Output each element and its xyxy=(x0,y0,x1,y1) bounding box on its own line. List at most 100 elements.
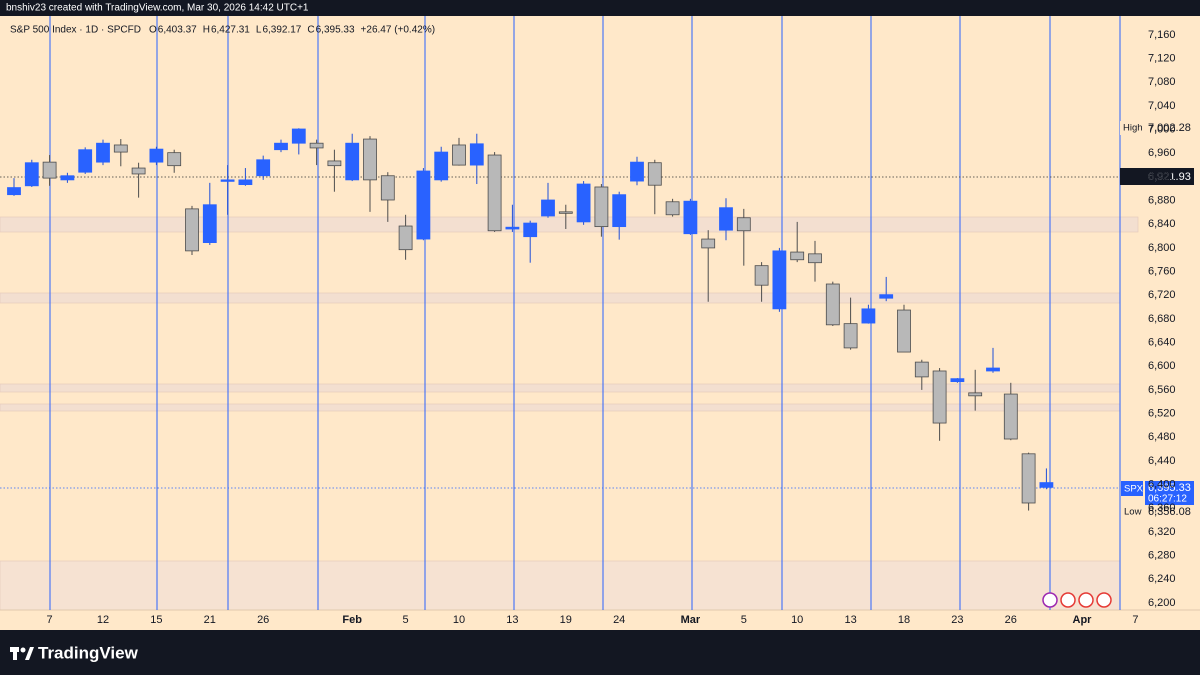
candle-body xyxy=(60,175,75,181)
candle-body xyxy=(505,226,520,230)
candle-body xyxy=(683,200,698,235)
y-tick-label: 6,440 xyxy=(1148,455,1176,467)
legend-change: +26.47 (+0.42%) xyxy=(361,25,436,36)
candle-body xyxy=(932,370,947,424)
y-tick-label: 6,720 xyxy=(1148,289,1176,301)
countdown: 06:27:12 xyxy=(1148,494,1187,505)
candle-body xyxy=(754,265,769,286)
candle-body xyxy=(968,392,983,397)
event-icon[interactable] xyxy=(1078,592,1094,608)
x-tick-label: 15 xyxy=(150,614,162,626)
event-icon[interactable] xyxy=(1042,592,1058,608)
candle-body xyxy=(879,294,894,299)
marker-box xyxy=(1120,168,1194,185)
x-tick-label: 7 xyxy=(1132,614,1138,626)
legend-value: 6,403.37 xyxy=(158,25,197,36)
candle-body xyxy=(647,162,662,186)
legend-key: C xyxy=(307,25,314,36)
legend-value: 6,427.31 xyxy=(211,25,250,36)
candle-body xyxy=(986,367,1000,372)
x-tick-label: 13 xyxy=(844,614,856,626)
x-tick-label: 18 xyxy=(898,614,910,626)
high-tag: High xyxy=(1123,123,1143,134)
y-tick-label: 6,760 xyxy=(1148,265,1176,277)
candle-body xyxy=(630,161,644,182)
zone xyxy=(0,403,1121,412)
candle-body xyxy=(291,128,306,144)
x-tick-label: 21 xyxy=(204,614,216,626)
x-tick-label: 5 xyxy=(741,614,747,626)
y-tick-label: 6,400 xyxy=(1148,478,1176,490)
x-tick-label: 26 xyxy=(1005,614,1017,626)
candle-body xyxy=(487,154,502,232)
brand-logo xyxy=(10,647,34,660)
last-value: 6,395.33 xyxy=(1148,482,1191,494)
zone xyxy=(0,560,1121,611)
candle-body xyxy=(327,160,342,167)
zone xyxy=(0,292,1121,304)
candle-body xyxy=(131,167,146,175)
x-tick-label: Mar xyxy=(681,614,701,626)
candle-body xyxy=(256,159,271,177)
y-tick-label: 6,600 xyxy=(1148,360,1176,372)
candle-body xyxy=(24,162,39,187)
legend-title: S&P 500 Index · 1D · SPCFD xyxy=(10,25,141,36)
y-tick-label: 6,520 xyxy=(1148,407,1176,419)
x-tick-label: 12 xyxy=(97,614,109,626)
x-tick-label: 7 xyxy=(47,614,53,626)
candle-body xyxy=(42,161,57,179)
y-tick-label: 6,480 xyxy=(1148,431,1176,443)
candle-body xyxy=(576,183,591,223)
y-tick-label: 7,000 xyxy=(1148,123,1176,135)
candle-body xyxy=(7,187,21,196)
low-tag: Low xyxy=(1124,507,1142,518)
candle-body xyxy=(808,253,822,264)
symbol: SPX xyxy=(1124,484,1144,495)
candle-body xyxy=(914,361,929,378)
legend: O 6,403.37 H 6,427.31 L 6,392.17 C 6,395.33 xyxy=(149,25,355,36)
candle-body xyxy=(861,308,876,324)
candle-body xyxy=(736,217,751,232)
candle-body xyxy=(541,199,555,217)
y-tick-label: 6,680 xyxy=(1148,313,1176,325)
marker-value: 6,921.93 xyxy=(1148,171,1191,183)
candle-body xyxy=(825,283,840,326)
x-tick-label: 5 xyxy=(403,614,409,626)
event-icon[interactable] xyxy=(1096,592,1112,608)
brand: TradingView xyxy=(38,643,139,662)
y-tick-label: 6,320 xyxy=(1148,526,1176,538)
y-tick-label: 6,960 xyxy=(1148,147,1176,159)
y-tick-label: 6,880 xyxy=(1148,194,1176,206)
candle-body xyxy=(469,143,484,166)
candle-body xyxy=(202,204,217,243)
candle-body xyxy=(665,201,680,216)
candle-body xyxy=(78,149,93,173)
legend-key: L xyxy=(256,25,262,36)
legend-value: 6,392.17 xyxy=(262,25,301,36)
symbol-box xyxy=(1121,481,1143,496)
candle-body xyxy=(380,175,395,201)
event-icon[interactable] xyxy=(1060,592,1076,608)
y-tick-label: 7,120 xyxy=(1148,53,1176,65)
legend-key: O xyxy=(149,25,157,36)
candle-body xyxy=(113,144,128,153)
x-tick-label: 26 xyxy=(257,614,269,626)
chart-background xyxy=(0,16,1200,630)
candle-body xyxy=(1021,453,1036,504)
candle-body xyxy=(612,194,627,228)
y-tick-label: 7,040 xyxy=(1148,100,1176,112)
candle-body xyxy=(434,151,449,181)
y-tick-label: 6,280 xyxy=(1148,549,1176,561)
candle-body xyxy=(772,250,787,310)
y-tick-label: 6,560 xyxy=(1148,384,1176,396)
x-tick-label: Apr xyxy=(1073,614,1093,626)
last-box xyxy=(1145,481,1194,505)
candle-body xyxy=(1003,393,1018,440)
y-tick-label: 6,200 xyxy=(1148,597,1176,609)
candle-body xyxy=(309,142,324,149)
candle-body xyxy=(96,142,110,163)
candle-body xyxy=(790,251,805,261)
candle-body xyxy=(167,152,182,167)
